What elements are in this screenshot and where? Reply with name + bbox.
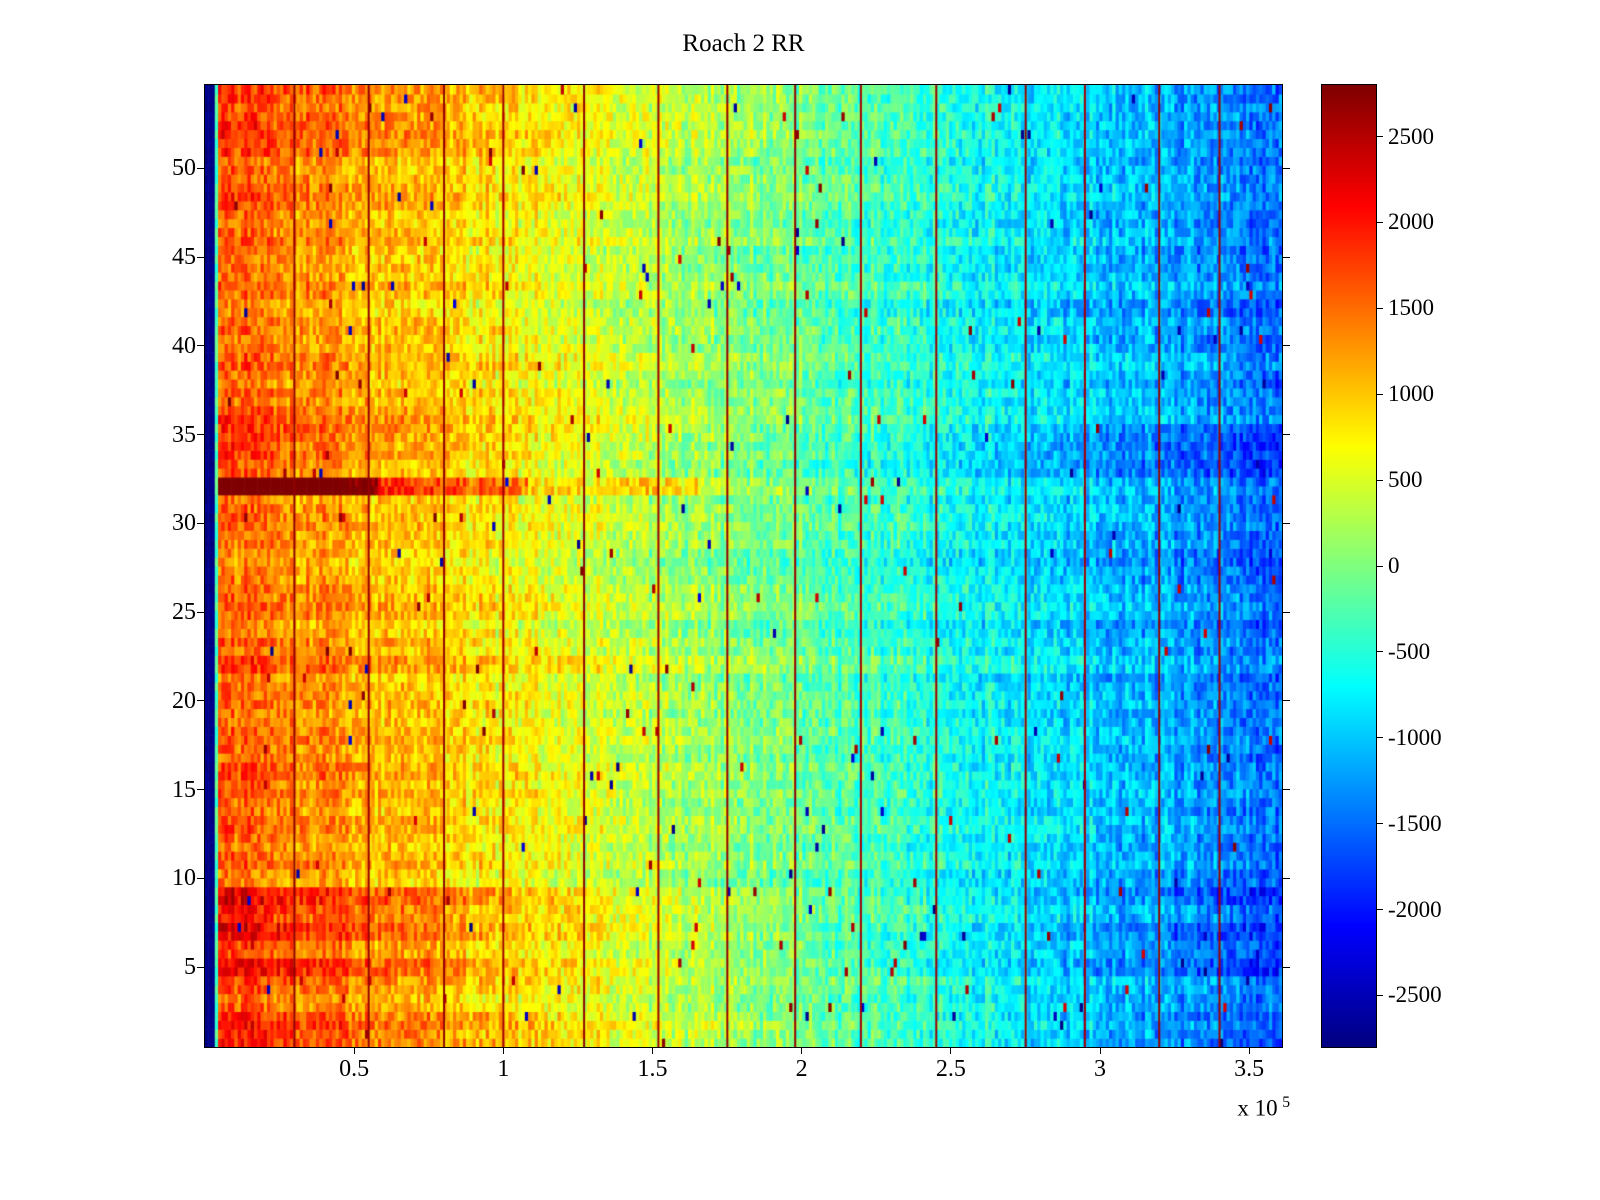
colorbar-tick-label: -2500: [1388, 982, 1442, 1008]
axis-tick-mark: [197, 700, 204, 702]
axis-tick-mark: [197, 167, 204, 169]
heatmap-plot-area: [204, 84, 1283, 1048]
axis-tick-mark: [353, 1048, 355, 1054]
heatmap-canvas: [205, 85, 1282, 1047]
axis-tick-mark: [1283, 522, 1290, 524]
chart-title: Roach 2 RR: [682, 30, 805, 57]
y-axis-tick-label: 25: [172, 599, 196, 626]
x-axis-tick-label: 1: [497, 1056, 510, 1082]
y-axis-tick-label: 40: [172, 332, 196, 359]
axis-tick-mark: [1377, 651, 1383, 653]
axis-tick-mark: [1283, 611, 1290, 613]
x-axis-tick-label: 2: [795, 1056, 808, 1082]
axis-tick-mark: [197, 611, 204, 613]
colorbar-tick-label: 1000: [1388, 381, 1434, 407]
colorbar-tick-label: 0: [1388, 553, 1400, 578]
x-axis-exponent-base: x 10: [1237, 1095, 1278, 1121]
y-axis-tick-label: 10: [172, 865, 196, 892]
axis-tick-mark: [1377, 479, 1383, 481]
axis-tick-mark: [950, 1048, 952, 1054]
axis-tick-mark: [502, 1048, 504, 1054]
axis-tick-mark: [1099, 1048, 1101, 1054]
axis-tick-mark: [1377, 565, 1383, 567]
colorbar-tick-label: 2000: [1388, 209, 1434, 235]
axis-tick-mark: [1377, 909, 1383, 911]
axis-tick-mark: [1283, 345, 1290, 347]
colorbar: [1321, 84, 1377, 1048]
axis-tick-mark: [1377, 307, 1383, 309]
colorbar-tick-label: -1500: [1388, 810, 1442, 836]
x-axis-exponent-label: x 10 5: [1090, 1094, 1290, 1122]
colorbar-canvas: [1322, 85, 1376, 1047]
axis-tick-mark: [197, 522, 204, 524]
colorbar-tick-label: 500: [1388, 467, 1423, 493]
axis-tick-mark: [1377, 393, 1383, 395]
axis-tick-mark: [1283, 966, 1290, 968]
axis-tick-mark: [1377, 994, 1383, 996]
y-axis-tick-label: 5: [184, 954, 196, 981]
axis-tick-mark: [1377, 823, 1383, 825]
axis-tick-mark: [197, 877, 204, 879]
axis-tick-mark: [197, 345, 204, 347]
colorbar-tick-label: -2000: [1388, 896, 1442, 922]
axis-tick-mark: [1248, 1048, 1250, 1054]
axis-tick-mark: [197, 966, 204, 968]
axis-tick-mark: [1283, 877, 1290, 879]
y-axis-tick-label: 15: [172, 776, 196, 803]
x-axis-tick-label: 3.5: [1234, 1056, 1265, 1082]
y-axis-tick-label: 30: [172, 510, 196, 537]
x-axis-tick-label: 1.5: [637, 1056, 668, 1082]
axis-tick-mark: [801, 1048, 803, 1054]
colorbar-tick-label: 1500: [1388, 295, 1434, 321]
axis-tick-mark: [652, 1048, 653, 1054]
axis-tick-mark: [1283, 256, 1290, 258]
axis-tick-mark: [1377, 221, 1383, 223]
axis-tick-mark: [197, 434, 204, 436]
axis-tick-mark: [1377, 136, 1383, 138]
axis-tick-mark: [1283, 167, 1290, 169]
x-axis-tick-label: 0.5: [339, 1056, 370, 1082]
axis-tick-mark: [1283, 434, 1290, 436]
y-axis-tick-label: 20: [172, 687, 196, 714]
y-axis-tick-label: 35: [172, 421, 196, 448]
colorbar-tick-label: -500: [1388, 638, 1431, 664]
y-axis-tick-label: 45: [172, 244, 196, 271]
axis-tick-mark: [1377, 737, 1383, 739]
x-axis-tick-label: 2.5: [935, 1056, 966, 1082]
x-axis-tick-label: 3: [1094, 1056, 1106, 1082]
colorbar-tick-label: -1000: [1388, 724, 1442, 750]
axis-tick-mark: [1283, 700, 1290, 702]
axis-tick-mark: [197, 256, 204, 258]
y-axis-tick-label: 50: [172, 155, 196, 182]
axis-tick-mark: [1283, 789, 1290, 791]
axis-tick-mark: [197, 789, 204, 791]
x-axis-exponent-power: 5: [1282, 1094, 1290, 1111]
colorbar-tick-label: 2500: [1388, 123, 1434, 149]
